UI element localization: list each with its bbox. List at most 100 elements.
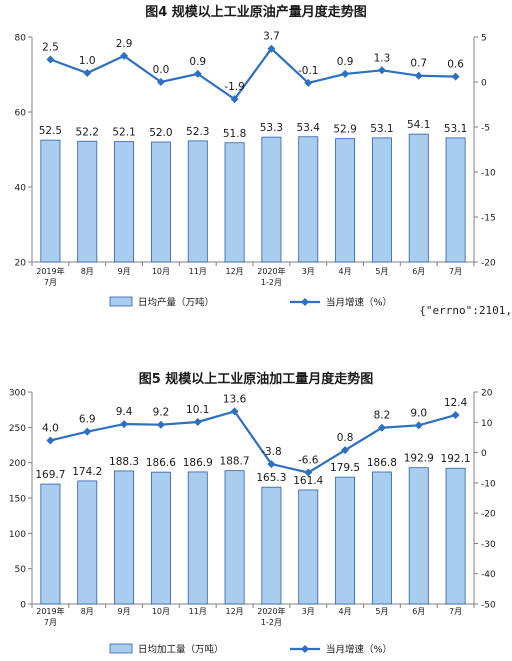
left-axis-tick-label: 50 [15, 565, 27, 575]
left-axis-tick-label: 200 [9, 459, 26, 469]
x-axis-tick-label: 1-2月 [261, 618, 282, 627]
bar-data-label: 165.3 [256, 472, 286, 484]
x-axis-tick-label: 7月 [44, 278, 57, 287]
legend-bar-swatch [109, 643, 133, 654]
right-axis-tick-label: -10 [481, 479, 496, 489]
bar-data-label: 52.1 [112, 127, 135, 139]
growth-data-label: 1.3 [374, 52, 391, 64]
right-axis-tick-label: -30 [481, 540, 496, 550]
right-axis-tick-label: -40 [481, 570, 496, 580]
right-axis-tick-label: -50 [481, 601, 496, 611]
left-axis-tick-label: 100 [9, 530, 26, 540]
x-axis-tick-label: 12月 [225, 267, 243, 276]
bar [114, 141, 135, 263]
chart-title: 图5 规模以上工业原油加工量月度走势图 [139, 371, 374, 387]
growth-data-label: 0.0 [153, 64, 170, 76]
bar-data-label: 53.1 [444, 123, 467, 135]
x-axis-tick-label: 9月 [118, 607, 131, 616]
bar-data-label: 188.7 [220, 456, 250, 468]
x-axis-tick-label: 2019年 [36, 606, 64, 616]
x-axis-tick-label: 7月 [44, 618, 57, 627]
bar [445, 467, 466, 605]
growth-data-label: -3.8 [261, 446, 282, 458]
x-axis-tick-label: 6月 [412, 607, 425, 616]
bar [40, 139, 61, 263]
growth-data-label: 9.0 [410, 407, 427, 419]
bar-data-label: 53.4 [297, 122, 321, 134]
growth-point [451, 72, 460, 81]
bar-data-label: 188.3 [109, 456, 139, 468]
bar [298, 136, 319, 263]
left-axis-tick-label: 150 [9, 495, 26, 505]
growth-point [304, 78, 313, 87]
right-axis-tick-label: 0 [481, 79, 487, 89]
x-axis-tick-label: 3月 [302, 267, 315, 276]
legend-line-label: 当月增速（%） [326, 297, 392, 309]
bar-data-label: 186.8 [367, 457, 397, 469]
x-axis-tick-label: 4月 [339, 267, 352, 276]
growth-point [377, 423, 386, 432]
bar-data-label: 52.9 [333, 124, 356, 136]
growth-data-label: 2.9 [116, 38, 133, 50]
growth-point [156, 78, 165, 86]
right-axis-tick-label: 0 [481, 449, 487, 459]
bar [224, 142, 245, 263]
bar [187, 140, 208, 263]
right-axis-tick-label: 20 [481, 389, 493, 399]
legend-bar-label: 日均产量（万吨） [138, 297, 214, 309]
bar [40, 483, 61, 605]
bar [77, 140, 98, 263]
bar [335, 476, 356, 605]
growth-data-label: 12.4 [444, 397, 468, 409]
growth-point [156, 420, 165, 429]
bar [261, 486, 282, 605]
growth-point [83, 69, 92, 77]
x-axis-tick-label: 2019年 [36, 266, 64, 276]
growth-point [341, 446, 350, 455]
bar [408, 133, 429, 263]
legend-bar-swatch [109, 296, 133, 307]
growth-line [50, 410, 456, 474]
left-axis-tick-label: 40 [15, 184, 27, 194]
growth-point [46, 436, 55, 445]
growth-data-label: 6.9 [79, 414, 96, 426]
growth-data-label: 0.9 [337, 56, 354, 68]
growth-data-label: -6.6 [298, 455, 319, 467]
growth-point [451, 411, 460, 420]
growth-data-label: 2.5 [42, 42, 59, 54]
legend-line-marker [301, 298, 309, 306]
growth-point [120, 51, 129, 60]
x-axis-tick-label: 5月 [375, 607, 388, 616]
x-axis-tick-label: 11月 [189, 267, 207, 276]
growth-point [46, 55, 55, 64]
growth-point [193, 69, 202, 78]
legend-line-label: 当月增速（%） [326, 644, 392, 656]
growth-point [230, 95, 239, 104]
right-axis-tick-label: -5 [481, 124, 490, 134]
growth-data-label: 0.8 [337, 432, 354, 444]
growth-point [83, 427, 92, 436]
bar-data-label: 52.0 [149, 127, 172, 139]
x-axis-tick-label: 4月 [339, 607, 352, 616]
growth-data-label: -0.1 [298, 65, 319, 77]
growth-point [267, 44, 276, 53]
x-axis-tick-label: 1-2月 [261, 278, 282, 287]
growth-point [414, 421, 423, 430]
bar-data-label: 51.8 [223, 128, 246, 140]
growth-point [341, 69, 350, 78]
x-axis-tick-label: 7月 [449, 607, 462, 616]
bar-data-label: 174.2 [72, 466, 102, 478]
legend-bar-label: 日均加工量（万吨） [138, 644, 224, 656]
bar-data-label: 53.3 [260, 122, 283, 134]
growth-data-label: 0.7 [410, 58, 427, 70]
x-axis-tick-label: 6月 [412, 267, 425, 276]
bar [445, 137, 466, 263]
bar-data-label: 169.7 [35, 469, 65, 481]
x-axis-tick-label: 2020年 [257, 606, 285, 616]
legend-line-marker [301, 645, 309, 653]
growth-point [193, 417, 202, 426]
x-axis-tick-label: 8月 [81, 607, 94, 616]
growth-data-label: 9.2 [153, 407, 170, 419]
bar [408, 467, 429, 605]
bar [187, 471, 208, 605]
